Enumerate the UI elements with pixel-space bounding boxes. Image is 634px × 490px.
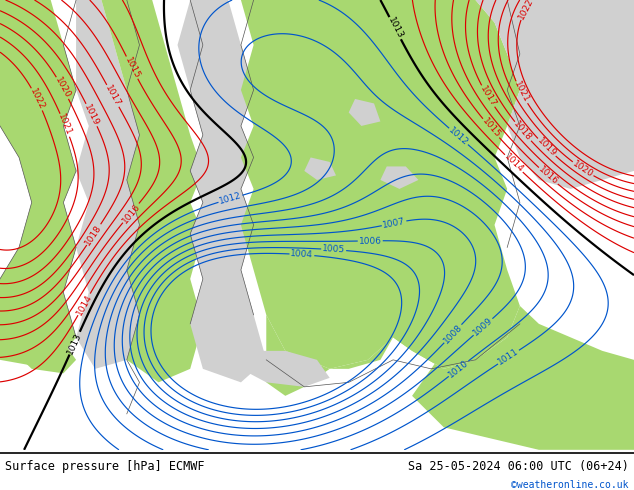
Text: ©weatheronline.co.uk: ©weatheronline.co.uk [512, 480, 629, 490]
Polygon shape [380, 167, 418, 189]
Text: 1010: 1010 [447, 358, 470, 379]
Polygon shape [476, 0, 634, 189]
Text: 1016: 1016 [536, 165, 560, 187]
Text: 1013: 1013 [386, 16, 404, 41]
Text: 1021: 1021 [56, 113, 74, 137]
Text: 1004: 1004 [290, 249, 314, 260]
Polygon shape [101, 0, 203, 382]
Text: 1006: 1006 [359, 236, 382, 245]
Text: 1012: 1012 [218, 191, 243, 206]
Text: 1018: 1018 [84, 222, 104, 247]
Text: Surface pressure [hPa] ECMWF: Surface pressure [hPa] ECMWF [5, 460, 205, 473]
Text: 1017: 1017 [478, 84, 498, 108]
Text: 1020: 1020 [53, 76, 72, 100]
Text: 1009: 1009 [472, 316, 495, 338]
Text: 1019: 1019 [535, 136, 558, 159]
Text: 1014: 1014 [75, 292, 94, 317]
Text: Sa 25-05-2024 06:00 UTC (06+24): Sa 25-05-2024 06:00 UTC (06+24) [408, 460, 629, 473]
Text: 1017: 1017 [103, 84, 122, 108]
Text: 1005: 1005 [322, 245, 346, 255]
Text: 1012: 1012 [447, 125, 470, 147]
Polygon shape [266, 306, 634, 450]
Text: 1011: 1011 [496, 347, 521, 367]
Polygon shape [178, 0, 266, 382]
Text: 1019: 1019 [82, 103, 101, 127]
Polygon shape [241, 0, 520, 369]
Text: 1015: 1015 [123, 55, 141, 80]
Text: 1016: 1016 [120, 201, 142, 225]
Text: 1007: 1007 [382, 217, 406, 230]
Text: 1014: 1014 [503, 152, 525, 174]
Text: 1013: 1013 [66, 331, 84, 356]
Text: 1018: 1018 [512, 120, 534, 143]
Text: 1022: 1022 [28, 87, 46, 111]
Text: 1020: 1020 [571, 159, 595, 179]
Text: 1008: 1008 [442, 322, 464, 345]
Polygon shape [0, 0, 76, 369]
Polygon shape [76, 0, 139, 369]
Text: 1021: 1021 [512, 80, 531, 105]
Text: 1015: 1015 [480, 117, 502, 140]
Polygon shape [349, 99, 380, 126]
Polygon shape [241, 351, 330, 387]
Text: 1022: 1022 [517, 0, 535, 21]
Polygon shape [304, 157, 336, 180]
Polygon shape [13, 337, 76, 373]
